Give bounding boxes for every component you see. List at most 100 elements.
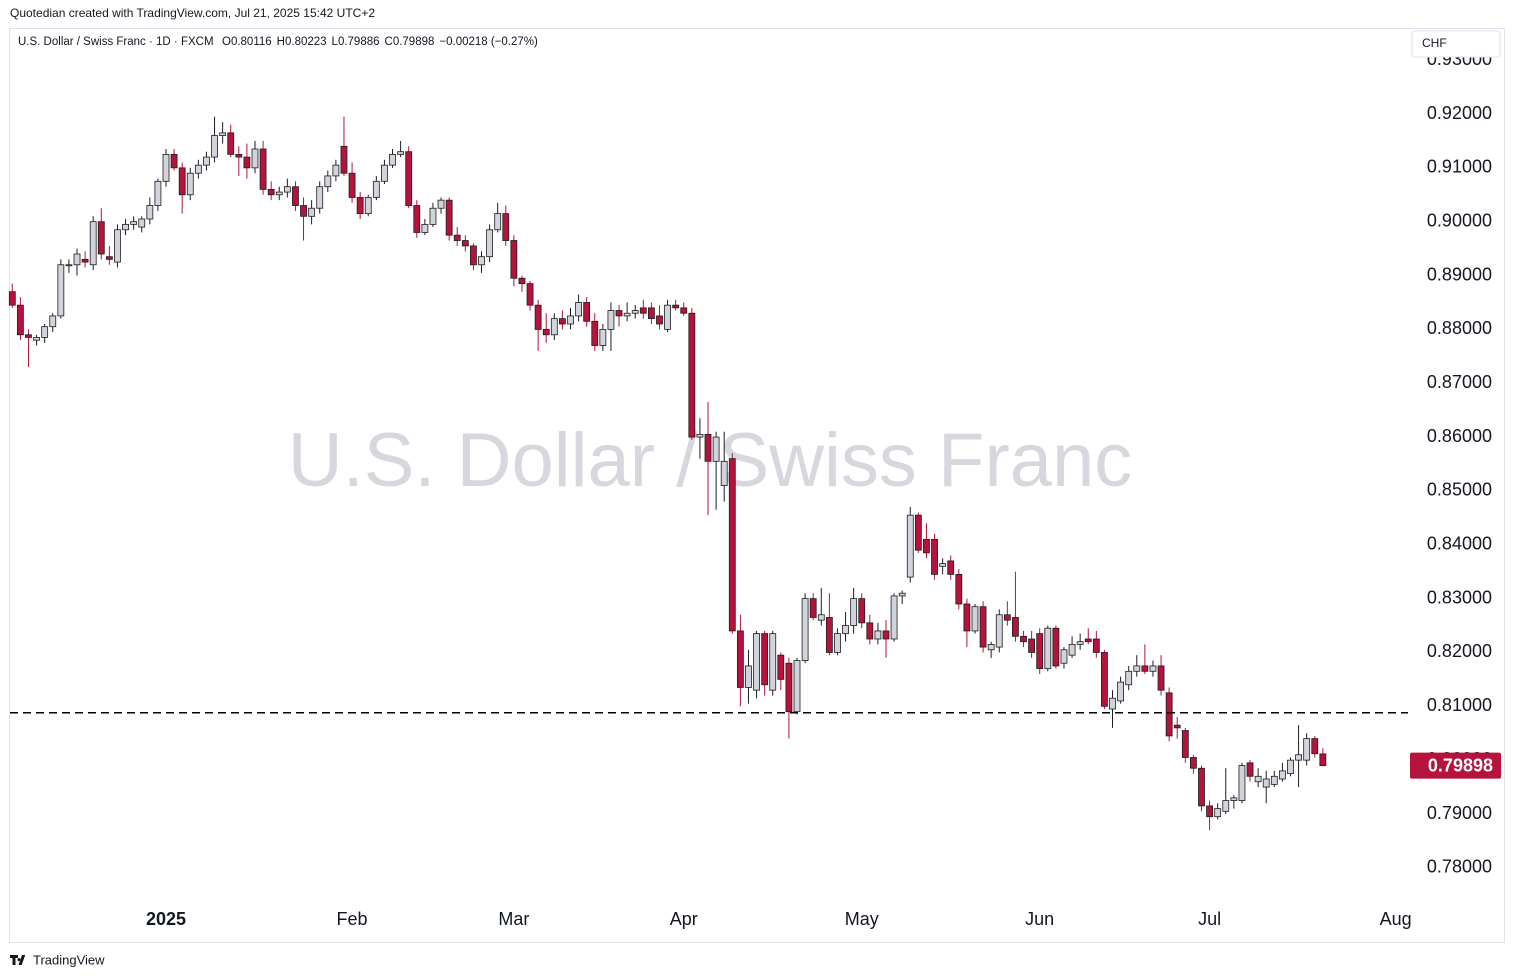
candle-body	[340, 145, 348, 174]
candle-body	[510, 240, 518, 279]
ohlc-legend-item: −0.00218 (−0.27%)	[439, 36, 538, 48]
candle-body	[235, 153, 243, 158]
x-tick-label: 2025	[146, 909, 186, 929]
candle-body	[429, 207, 437, 225]
candle-body	[211, 135, 218, 158]
candle-body	[186, 172, 194, 196]
candle-body	[825, 617, 833, 653]
candle-body	[421, 223, 429, 233]
candle-body	[324, 175, 332, 188]
candle-body	[963, 603, 971, 632]
candle-body	[1036, 633, 1044, 670]
candle-body	[761, 633, 769, 686]
candle-body	[348, 172, 356, 198]
candle-body	[494, 213, 502, 231]
candle-body	[809, 598, 817, 618]
candle-body	[308, 207, 316, 217]
candle-body	[631, 310, 639, 314]
y-tick-label: 0.82000	[1427, 641, 1492, 661]
candle-body	[550, 318, 558, 336]
candle-body	[647, 307, 655, 320]
candle-body	[696, 433, 704, 438]
candle-body	[728, 458, 736, 632]
candle-body	[704, 433, 712, 462]
candle-body	[591, 320, 599, 346]
candle-body	[1109, 697, 1116, 710]
candle-body	[1181, 730, 1189, 758]
y-tick-label: 0.83000	[1427, 587, 1492, 607]
candle-body	[898, 592, 906, 597]
candle-body	[777, 654, 785, 680]
symbol: U.S. Dollar / Swiss Franc · 1D · FXCM	[18, 36, 214, 48]
y-tick-label: 0.81000	[1427, 695, 1492, 715]
candle-body	[8, 291, 16, 306]
candle-body	[906, 514, 914, 578]
candle-body	[178, 167, 186, 196]
y-tick-label: 0.84000	[1427, 534, 1492, 554]
candle-body	[1214, 808, 1222, 818]
candle-body	[1157, 665, 1165, 691]
candle-body	[1068, 643, 1076, 656]
candle-body	[971, 606, 979, 632]
candle-body	[1198, 767, 1205, 807]
candle-body	[947, 560, 955, 575]
y-tick-label: 0.89000	[1427, 264, 1492, 284]
candle-body	[170, 153, 178, 169]
x-tick-label: Mar	[498, 909, 529, 929]
candle-body	[1052, 627, 1060, 667]
candle-body	[1012, 617, 1019, 637]
candle-body	[623, 312, 631, 317]
candle-body	[1262, 778, 1270, 788]
currency-box[interactable]	[1411, 30, 1501, 58]
candle-body	[1238, 765, 1246, 801]
candle-body	[122, 223, 129, 231]
last-price-label: 0.79898	[1428, 755, 1493, 775]
candle-body	[979, 606, 987, 648]
candle-body	[227, 132, 235, 155]
candle-body	[745, 665, 752, 688]
candle-body	[16, 304, 24, 336]
candle-body	[1044, 627, 1052, 670]
x-tick-label: Aug	[1380, 909, 1412, 929]
y-tick-label: 0.91000	[1427, 157, 1492, 177]
candle-body	[1319, 753, 1327, 767]
y-tick-label: 0.92000	[1427, 103, 1492, 123]
y-tick-label: 0.88000	[1427, 318, 1492, 338]
candle-body	[89, 221, 97, 266]
candle-body	[486, 229, 493, 258]
candle-body	[1190, 757, 1197, 769]
candle-body	[437, 199, 445, 209]
candle-body	[1117, 681, 1125, 702]
candle-body	[834, 633, 841, 653]
candle-body	[138, 218, 146, 228]
candle-body	[364, 197, 372, 215]
candle-body	[478, 256, 485, 266]
candle-body	[939, 563, 947, 567]
candle-body	[356, 197, 364, 215]
candle-body	[712, 436, 720, 462]
ohlc-legend-item: H0.80223	[277, 36, 327, 48]
candle-body	[445, 199, 453, 236]
candle-body	[1206, 805, 1213, 818]
candle-body	[283, 186, 291, 193]
candle-body	[1141, 665, 1149, 672]
x-tick-label: Jun	[1025, 909, 1054, 929]
candle-body	[1084, 638, 1092, 643]
candle-body	[914, 514, 922, 551]
x-tick-label: Jul	[1198, 909, 1221, 929]
candle-body	[49, 315, 57, 328]
credit: Quotedian created with TradingView.com, …	[10, 6, 375, 20]
candle-body	[688, 312, 696, 438]
candle-body	[890, 595, 898, 640]
candle-body	[1020, 635, 1027, 643]
brand: TradingView	[33, 952, 105, 967]
candle-body	[130, 221, 138, 225]
currency: CHF	[1422, 36, 1447, 50]
candle-body	[1254, 775, 1262, 783]
candle-body	[842, 625, 849, 635]
candle-body	[858, 598, 866, 624]
candle-body	[534, 304, 542, 330]
candle-body	[923, 538, 930, 554]
